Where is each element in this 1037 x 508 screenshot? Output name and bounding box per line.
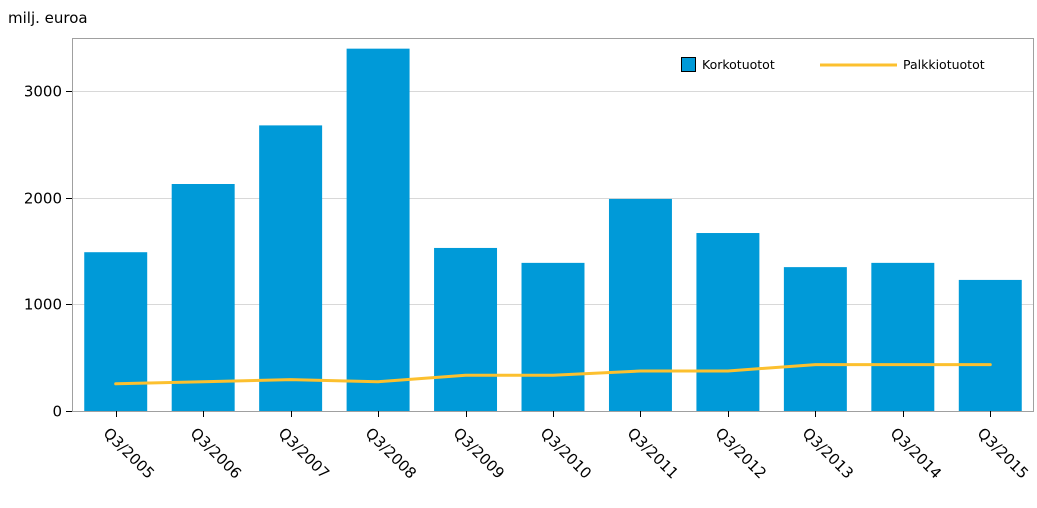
- legend: Korkotuotot Palkkiotuotot: [681, 57, 985, 72]
- bar-korkotuotot: [259, 125, 323, 411]
- y-tick-label: 3000: [24, 83, 62, 101]
- y-axis-ticks: 0 1000 2000 3000: [24, 83, 72, 421]
- bar-korkotuotot: [958, 279, 1022, 411]
- bar-korkotuotot: [696, 233, 760, 411]
- line-series: [114, 363, 992, 386]
- bar-korkotuotot: [171, 184, 235, 411]
- x-tick-label: Q3/2007: [275, 424, 333, 482]
- x-axis-ticks: Q3/2005 Q3/2006 Q3/2007 Q3/2008 Q3/2009 Q3/20…: [100, 411, 1032, 482]
- x-tick-label: Q3/2008: [362, 424, 420, 482]
- bar-korkotuotot: [84, 252, 148, 411]
- bar-korkotuotot: [608, 198, 672, 411]
- x-tick-label: Q3/2010: [537, 424, 595, 482]
- x-tick-label: Q3/2011: [624, 424, 682, 482]
- bar-korkotuotot: [521, 262, 585, 411]
- x-tick-label: Q3/2009: [450, 424, 508, 482]
- x-tick-label: Q3/2012: [712, 424, 770, 482]
- legend-swatch-korkotuotot: [681, 57, 696, 72]
- legend-label-korkotuotot: Korkotuotot: [702, 57, 775, 72]
- x-tick-label: Q3/2015: [974, 424, 1032, 482]
- y-tick-label: 0: [52, 403, 62, 421]
- x-tick-label: Q3/2006: [187, 424, 245, 482]
- x-tick-label: Q3/2013: [799, 424, 857, 482]
- x-tick-label: Q3/2014: [887, 424, 945, 482]
- bar-korkotuotot: [783, 267, 847, 411]
- y-tick-label: 2000: [24, 190, 62, 208]
- bar-korkotuotot: [871, 262, 935, 411]
- x-tick-label: Q3/2005: [100, 424, 158, 482]
- legend-label-palkkiotuotot: Palkkiotuotot: [903, 57, 985, 72]
- bar-series: [84, 48, 1022, 412]
- line-palkkiotuotot: [114, 363, 992, 386]
- bar-korkotuotot: [434, 247, 498, 411]
- y-tick-label: 1000: [24, 296, 62, 314]
- y-unit-label: milj. euroa: [8, 9, 88, 27]
- bar-korkotuotot: [346, 48, 410, 412]
